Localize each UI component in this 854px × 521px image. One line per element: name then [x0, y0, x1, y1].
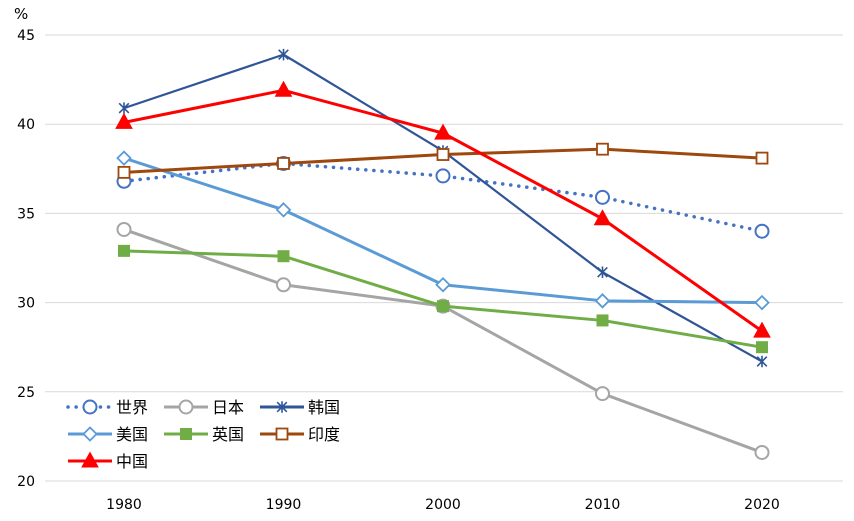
x-tick-label: 1980 [106, 497, 142, 513]
data-point [755, 151, 769, 165]
legend-item: 日本 [164, 398, 244, 417]
data-point [118, 244, 130, 257]
data-point [435, 168, 451, 184]
legend-label: 韩国 [308, 398, 340, 417]
data-point [277, 157, 290, 170]
series-path [122, 161, 764, 233]
y-tick-label: 45 [17, 28, 35, 44]
y-tick-label: 40 [17, 117, 35, 133]
series-line [116, 150, 770, 311]
x-tick-label: 2020 [744, 497, 780, 513]
legend-label: 印度 [308, 425, 340, 444]
legend-item: 美国 [68, 425, 148, 444]
y-tick-label: 30 [17, 296, 35, 312]
legend-item: 世界 [66, 398, 148, 417]
data-point [754, 444, 770, 460]
series-line [118, 244, 768, 354]
legend-swatch-marker [275, 427, 289, 441]
data-point [596, 314, 609, 327]
series-line [117, 142, 769, 179]
data-point [595, 386, 610, 402]
x-tick-label: 2010 [585, 497, 621, 513]
x-tick-label: 2000 [425, 497, 461, 513]
legend-item: 英国 [164, 425, 244, 444]
y-tick-label: 25 [17, 385, 35, 401]
data-point [754, 223, 770, 239]
data-point [756, 355, 768, 368]
data-point [118, 102, 130, 114]
series-path [123, 53, 763, 363]
data-point [117, 165, 131, 179]
data-point [436, 148, 450, 161]
data-point [594, 293, 611, 309]
y-unit-label: % [14, 5, 28, 23]
data-point [754, 294, 770, 311]
series-line [118, 48, 768, 368]
series-line [115, 80, 771, 338]
x-axis: 1980 1990 2000 2010 2020 [106, 497, 780, 513]
y-tick-label: 20 [17, 474, 35, 490]
legend-item: 韩国 [260, 398, 340, 417]
legend-item: 印度 [260, 425, 340, 444]
legend-swatch-marker [180, 428, 192, 440]
legend-label: 日本 [212, 398, 244, 417]
legend-swatch-marker [82, 426, 98, 442]
data-point [596, 142, 609, 156]
data-point [277, 250, 290, 263]
data-point [597, 266, 608, 279]
data-point [434, 123, 452, 140]
data-point [274, 80, 293, 97]
legend-swatch-marker [178, 399, 194, 415]
data-point [278, 48, 289, 61]
legend-swatch-marker [82, 399, 98, 415]
data-point [756, 341, 768, 354]
data-point [116, 150, 132, 166]
gridlines [45, 34, 843, 482]
data-point [275, 202, 292, 218]
series-layer [115, 48, 771, 460]
data-point [435, 276, 451, 293]
legend-swatch-marker [81, 451, 99, 468]
x-tick-label: 1990 [266, 497, 302, 513]
data-point [116, 221, 132, 237]
data-point [595, 189, 610, 205]
legend-label: 英国 [212, 425, 244, 444]
data-point [115, 112, 133, 129]
data-point [753, 321, 771, 338]
data-point [593, 209, 612, 226]
y-tick-label: 35 [17, 206, 35, 222]
series-line [116, 155, 770, 239]
data-point [276, 277, 291, 293]
legend-label: 美国 [116, 425, 148, 444]
legend-swatch-marker [276, 401, 288, 413]
data-point [437, 300, 449, 313]
legend-item: 中国 [68, 451, 148, 471]
series-line [116, 221, 770, 460]
y-axis: 20 25 30 35 40 45 [17, 28, 35, 490]
legend-label: 世界 [116, 398, 148, 417]
legend-label: 中国 [116, 452, 148, 471]
